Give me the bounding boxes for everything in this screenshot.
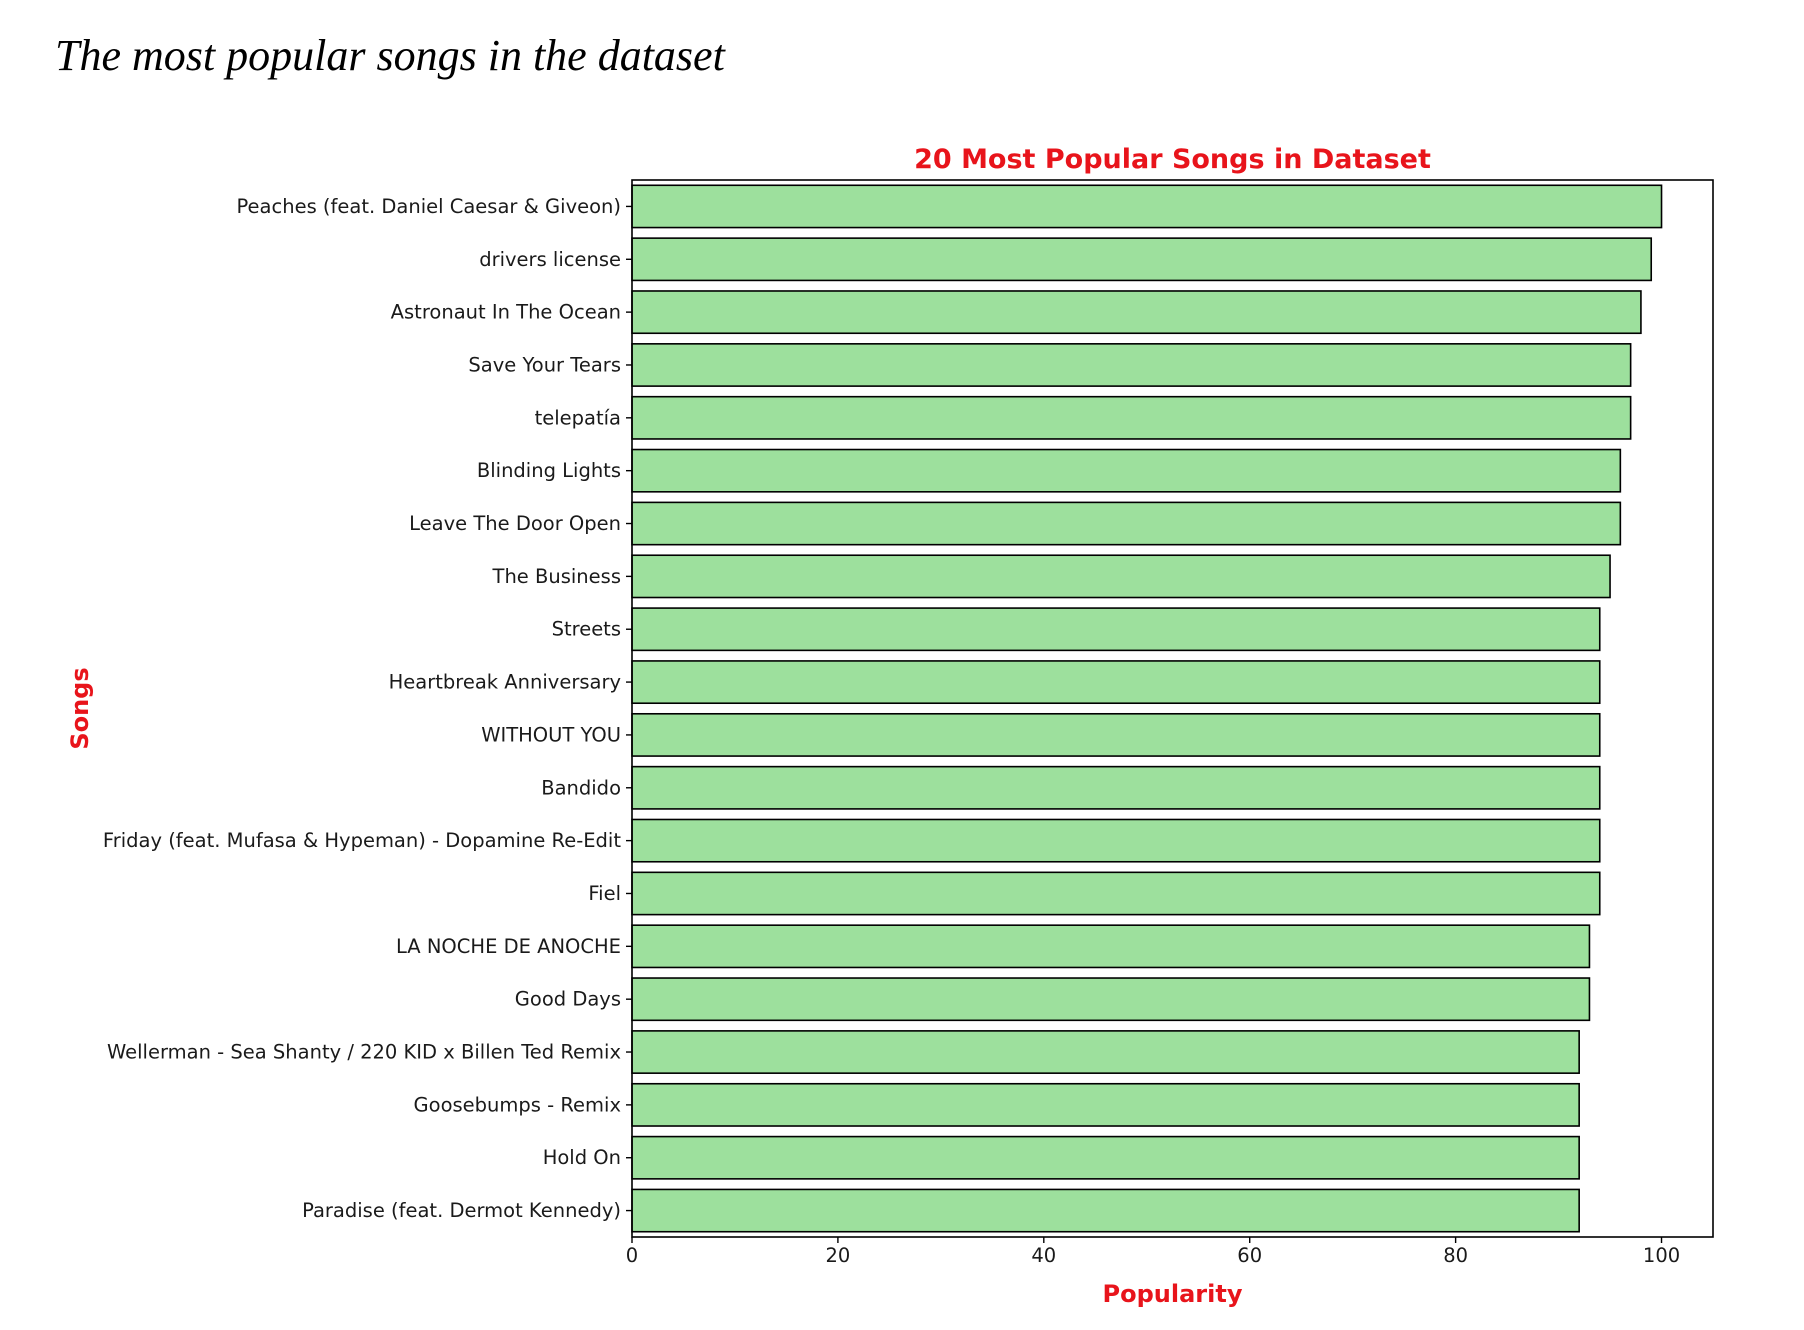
y-tick-label: Wellerman - Sea Shanty / 220 KID x Bille… [107,1041,621,1064]
y-axis-ticks: Peaches (feat. Daniel Caesar & Giveon) dr… [103,195,632,1222]
bar [631,818,1601,863]
y-tick-label: Leave The Door Open [409,512,621,535]
y-tick-label: Goosebumps - Remix [414,1093,621,1116]
y-tick-label: Streets [552,618,621,641]
x-tick-label: 40 [1031,1244,1056,1267]
bar [631,660,1601,705]
bar [631,1082,1580,1127]
y-axis-label: Songs [66,667,94,749]
bars-layer [631,184,1663,1233]
y-tick-label: WITHOUT YOU [481,723,621,746]
bar [631,1188,1580,1233]
x-tick-label: 80 [1443,1244,1468,1267]
bar [631,554,1611,599]
y-tick-label: Good Days [515,988,621,1011]
bar [631,977,1591,1022]
x-axis-label: Popularity [1103,1280,1243,1308]
bar [631,237,1653,282]
bar [631,765,1601,810]
bar [631,184,1663,229]
bar [631,290,1642,335]
bar [631,871,1601,916]
bar [631,924,1591,969]
bar [631,395,1632,440]
chart-title: 20 Most Popular Songs in Dataset [914,144,1431,175]
y-tick-label: Friday (feat. Mufasa & Hypeman) - Dopami… [103,829,621,852]
y-tick-label: Bandido [541,776,621,799]
y-tick-label: drivers license [479,248,621,271]
figure-caption: The most popular songs in the dataset [55,31,725,80]
x-tick-label: 20 [825,1244,850,1267]
bar [631,1030,1580,1074]
bar [631,501,1622,546]
x-tick-label: 0 [626,1244,638,1267]
x-tick-label: 60 [1237,1244,1262,1267]
y-tick-label: Astronaut In The Ocean [391,301,621,324]
y-tick-label: Heartbreak Anniversary [389,671,621,694]
y-tick-label: Blinding Lights [477,459,621,482]
bar [631,448,1622,493]
y-tick-label: Save Your Tears [468,353,621,376]
plot-frame [631,179,1714,1238]
x-axis-ticks: 0 20 40 60 80 100 [626,1237,1680,1267]
y-tick-label: LA NOCHE DE ANOCHE [396,935,621,958]
x-tick-label: 100 [1643,1244,1680,1267]
y-tick-label: telepatía [535,406,621,429]
y-tick-label: Hold On [543,1146,621,1169]
bar [631,343,1632,387]
y-tick-label: Peaches (feat. Daniel Caesar & Giveon) [236,195,621,218]
bar [631,607,1601,652]
bar [631,712,1601,757]
y-tick-label: Fiel [588,882,621,905]
bar [631,1135,1580,1180]
y-tick-label: The Business [492,565,621,588]
y-tick-label: Paradise (feat. Dermot Kennedy) [302,1199,621,1222]
